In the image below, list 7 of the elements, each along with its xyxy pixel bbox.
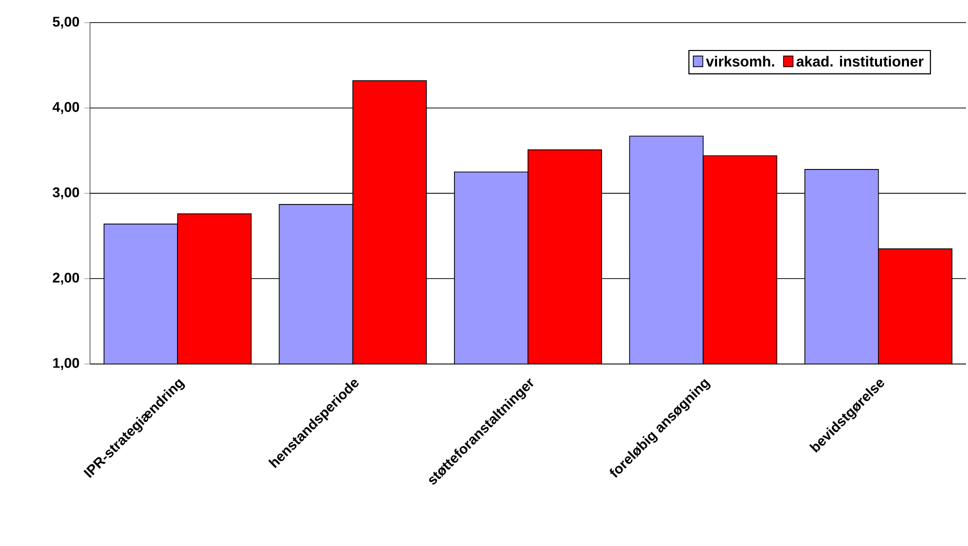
legend-label: virksomh. xyxy=(706,56,774,67)
legend-label: akad. institutioner xyxy=(796,56,924,67)
y-tick-label: 1,00 xyxy=(53,358,80,370)
y-tick-label: 2,00 xyxy=(52,272,80,285)
y-tick-label: 3,00 xyxy=(52,187,80,200)
y-tick-label: 4,00 xyxy=(52,102,80,114)
y-tick-label: 5,00 xyxy=(52,16,80,29)
